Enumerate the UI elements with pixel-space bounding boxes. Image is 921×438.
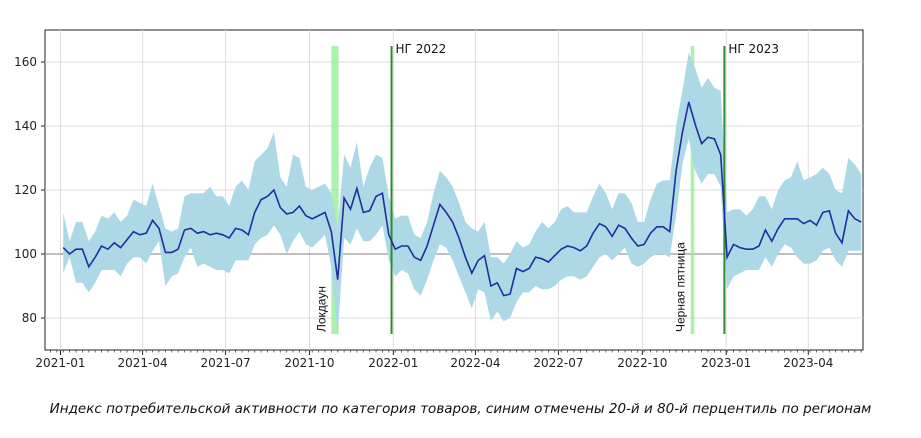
annotation-labels: НГ 2022 НГ 2023 Локдаун Черная пятница [314, 42, 779, 332]
chart-caption: Индекс потребительской активности по кат… [49, 401, 872, 417]
x-axis-ticks: 2021-01 2021-04 2021-07 2021-10 2022-01 2022-… [35, 350, 862, 370]
x-tick-label: 2022-04 [450, 356, 500, 370]
y-tick-label: 80 [22, 311, 37, 325]
y-tick-label: 140 [14, 119, 37, 133]
y-tick-label: 100 [14, 247, 37, 261]
x-tick-label: 2023-04 [783, 356, 833, 370]
y-axis-ticks: 80 100 120 140 160 [14, 55, 45, 325]
percentile-band-area [63, 52, 862, 335]
green-lines [390, 46, 726, 334]
green-line-label: НГ 2023 [728, 42, 779, 56]
chart: 2021-01 2021-04 2021-07 2021-10 2022-01 2022-… [14, 29, 864, 370]
green-band [690, 46, 695, 334]
x-tick-label: 2022-01 [368, 356, 418, 370]
green-bands [331, 46, 695, 334]
index-series-line [62, 101, 862, 297]
x-tick-label: 2021-10 [284, 356, 334, 370]
x-tick-label: 2021-07 [200, 356, 250, 370]
green-band-label: Черная пятница [674, 242, 688, 332]
y-tick-label: 120 [14, 183, 37, 197]
x-tick-label: 2023-01 [701, 356, 751, 370]
green-band [331, 46, 339, 334]
x-tick-label: 2022-07 [533, 356, 583, 370]
x-tick-label: 2021-01 [35, 356, 85, 370]
x-tick-label: 2022-10 [617, 356, 667, 370]
green-line-label: НГ 2022 [396, 42, 447, 56]
green-band-label: Локдаун [314, 286, 328, 332]
index-line [62, 101, 862, 297]
percentile-band [63, 52, 862, 335]
y-tick-label: 160 [14, 55, 37, 69]
x-tick-label: 2021-04 [118, 356, 168, 370]
